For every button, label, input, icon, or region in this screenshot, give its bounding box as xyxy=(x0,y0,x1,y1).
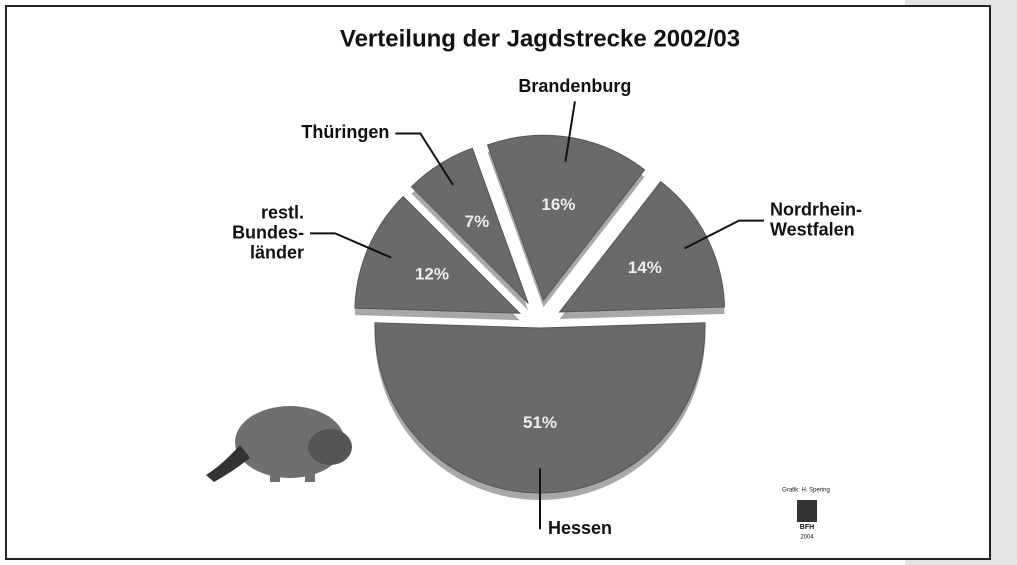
raccoon-leg xyxy=(305,470,315,482)
value-label: 16% xyxy=(541,195,575,214)
credit: Grafik: H. Spering xyxy=(782,488,830,494)
logo-year: 2004 xyxy=(800,535,814,541)
chart-title: Verteilung der Jagdstrecke 2002/03 xyxy=(340,25,740,52)
category-label: Thüringen xyxy=(301,122,389,142)
raccoon-leg xyxy=(270,470,280,482)
logo-text: BFH xyxy=(800,524,814,531)
chart: Verteilung der Jagdstrecke 2002/03 Grafi… xyxy=(0,0,1017,565)
value-label: 51% xyxy=(523,413,557,432)
category-label: Hessen xyxy=(548,518,612,538)
category-label: Nordrhein-Westfalen xyxy=(770,199,862,239)
value-label: 14% xyxy=(628,258,662,277)
raccoon-head xyxy=(308,429,352,465)
category-label: Brandenburg xyxy=(518,76,631,96)
value-label: 12% xyxy=(415,265,449,284)
logo-box xyxy=(797,500,817,522)
value-label: 7% xyxy=(465,212,490,231)
